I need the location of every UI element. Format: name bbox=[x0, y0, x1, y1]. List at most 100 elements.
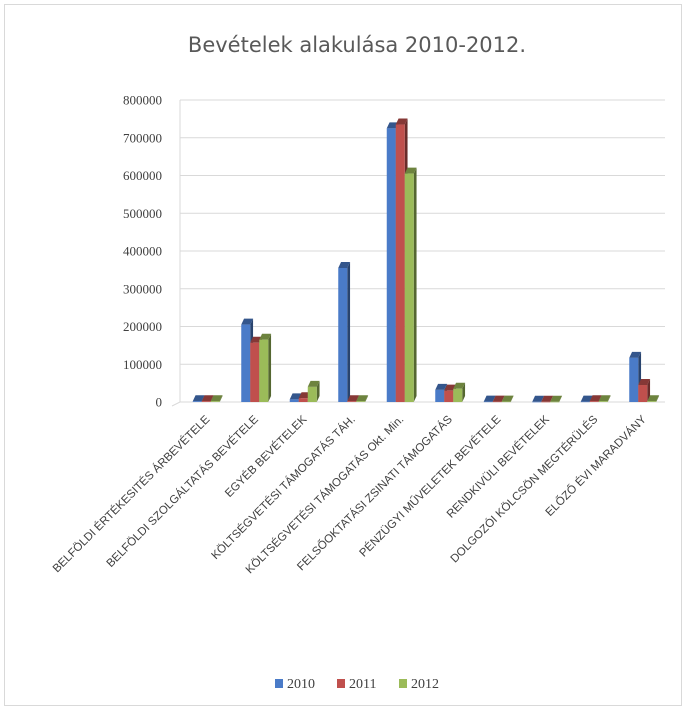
bar-front bbox=[201, 401, 211, 402]
bar-top bbox=[501, 395, 514, 402]
bar-top bbox=[598, 395, 611, 402]
x-category-label: ELŐZŐ ÉVI MARADVÁNY bbox=[542, 412, 649, 519]
bar-side bbox=[316, 380, 320, 402]
bar-front bbox=[356, 401, 366, 402]
bar-front bbox=[501, 401, 511, 403]
bar-front bbox=[307, 386, 317, 402]
bar-front bbox=[550, 401, 560, 403]
x-axis-categories: BELFÖLDI ÉRTÉKESITÉS ÁRBEVÉTELEBELFÖLDI … bbox=[50, 412, 649, 576]
bar-top bbox=[289, 393, 302, 400]
floor-edge bbox=[171, 401, 181, 407]
bar-side bbox=[462, 382, 466, 402]
y-axis-ticks: 0 100000 200000 300000 400000 500000 600000 700… bbox=[123, 93, 162, 410]
bars bbox=[192, 118, 660, 403]
y-tick-label: 400000 bbox=[123, 244, 162, 259]
bar-front bbox=[541, 401, 551, 403]
bar-top bbox=[298, 392, 311, 399]
bar-top bbox=[647, 395, 660, 402]
bar bbox=[338, 261, 351, 402]
bar-front bbox=[386, 128, 396, 402]
bar-front bbox=[241, 324, 251, 402]
bar-top bbox=[483, 395, 496, 402]
bar-top bbox=[259, 333, 272, 340]
bar-top bbox=[638, 379, 651, 386]
bar-side bbox=[219, 395, 223, 402]
x-category-label: RENDKIVÜLI BEVÉTELEK bbox=[444, 413, 552, 521]
bar bbox=[259, 333, 272, 402]
legend-swatch bbox=[275, 679, 283, 688]
bar bbox=[210, 395, 223, 402]
legend: 2010 2011 2012 bbox=[275, 677, 439, 692]
y-tick-label: 800000 bbox=[123, 93, 162, 108]
bar-top bbox=[356, 395, 369, 402]
legend-label: 2011 bbox=[349, 677, 376, 692]
bar-top bbox=[435, 383, 448, 390]
bar-top bbox=[589, 395, 602, 402]
bar-front bbox=[404, 173, 414, 402]
bar-side bbox=[559, 395, 563, 402]
bar-top bbox=[250, 336, 263, 343]
bar-top bbox=[444, 384, 457, 391]
bar-front bbox=[289, 399, 299, 402]
bar-front bbox=[638, 385, 648, 402]
bar-front bbox=[589, 401, 599, 402]
bar-front bbox=[444, 390, 454, 402]
bar-top bbox=[241, 318, 254, 325]
bar bbox=[550, 395, 563, 403]
bar-front bbox=[395, 124, 405, 402]
bar-top bbox=[395, 118, 408, 125]
bar-front bbox=[259, 339, 269, 402]
bar-top bbox=[347, 395, 360, 402]
bar bbox=[647, 395, 660, 402]
bar-front bbox=[453, 388, 463, 402]
chart-title: Bevételek alakulása 2010-2012. bbox=[188, 33, 526, 57]
bar-side bbox=[413, 167, 417, 402]
bar bbox=[453, 382, 466, 402]
bar bbox=[307, 380, 320, 402]
bar-side bbox=[656, 395, 660, 402]
y-tick-label: 0 bbox=[156, 395, 163, 410]
bar-top bbox=[550, 395, 563, 402]
bar-top bbox=[453, 382, 466, 389]
bar-top bbox=[307, 380, 320, 387]
bar-top bbox=[629, 351, 642, 358]
bar-side bbox=[510, 395, 514, 402]
bar-top bbox=[338, 261, 351, 268]
bar-front bbox=[647, 401, 657, 402]
legend-label: 2012 bbox=[411, 677, 439, 692]
bar-side bbox=[347, 261, 351, 402]
bar-front bbox=[580, 401, 590, 403]
bar-top bbox=[192, 395, 205, 402]
legend-label: 2010 bbox=[287, 677, 315, 692]
bar-front bbox=[250, 342, 260, 402]
bar-front bbox=[210, 401, 220, 402]
bar-top bbox=[541, 395, 554, 402]
bar bbox=[404, 167, 417, 402]
bar bbox=[638, 379, 651, 402]
legend-swatch bbox=[337, 679, 345, 688]
bar-front bbox=[598, 401, 608, 402]
y-tick-label: 300000 bbox=[123, 281, 162, 296]
bar bbox=[598, 395, 611, 402]
y-tick-label: 600000 bbox=[123, 168, 162, 183]
bar bbox=[356, 395, 369, 402]
y-tick-label: 200000 bbox=[123, 319, 162, 334]
bar-side bbox=[268, 333, 272, 402]
x-category-label: EGYÉB BEVÉTELEK bbox=[222, 413, 309, 500]
bar bbox=[501, 395, 514, 403]
bar-front bbox=[338, 267, 348, 402]
legend-swatch bbox=[399, 679, 407, 688]
bar-top bbox=[210, 395, 223, 402]
bar-top bbox=[532, 395, 545, 402]
y-tick-label: 500000 bbox=[123, 206, 162, 221]
bar-top bbox=[386, 122, 399, 129]
bar-front bbox=[347, 401, 357, 402]
bar-side bbox=[607, 395, 611, 402]
bar-front bbox=[532, 401, 542, 403]
y-tick-label: 700000 bbox=[123, 130, 162, 145]
bar-top bbox=[201, 395, 214, 402]
bar-top bbox=[404, 167, 417, 174]
bar-top bbox=[580, 395, 593, 402]
bar-front bbox=[492, 401, 502, 403]
